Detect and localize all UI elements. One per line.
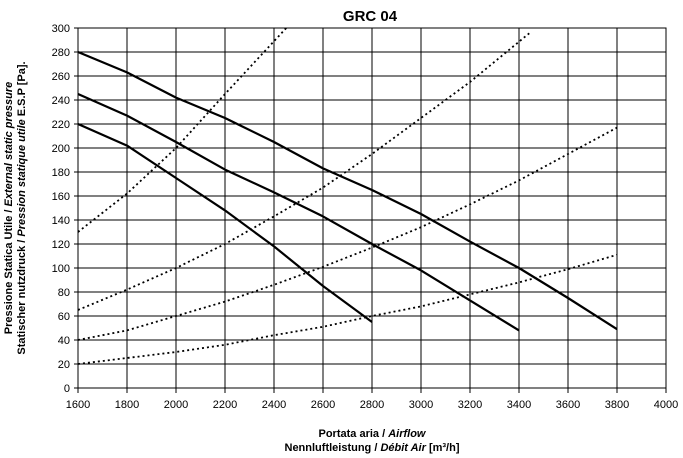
x-axis-label-2: Nennluftleistung / Débit Air [m³/h]: [285, 442, 460, 454]
fan-curve-3: [77, 50, 618, 331]
system-curve-2: [77, 30, 532, 311]
system-curve-1: [77, 27, 287, 233]
grid: [74, 27, 667, 393]
system-curves: [77, 27, 618, 365]
x-tick-label: 2200: [213, 399, 237, 411]
y-tick-label: 200: [52, 143, 70, 155]
fan-curve-2: [77, 92, 520, 332]
y-tick-label: 260: [52, 71, 70, 83]
y-axis-label-1: Pressione Statica Utile / External stati…: [3, 82, 15, 335]
x-tick-label: 3200: [458, 399, 482, 411]
y-tick-labels: 0 20 40 60 80 100 120 140 160 180 200 220 240 260 280 3…: [52, 23, 70, 395]
y-axis-label-2: Statischer nutzdruck / Pression statique…: [16, 61, 28, 354]
x-tick-label: 1600: [66, 399, 90, 411]
fan-curves: [77, 50, 618, 332]
x-tick-label: 2000: [164, 399, 188, 411]
y-tick-label: 220: [52, 119, 70, 131]
system-curve-4: [77, 253, 618, 365]
chart-title: GRC 04: [343, 8, 398, 25]
y-tick-label: 160: [52, 191, 70, 203]
y-tick-label: 120: [52, 239, 70, 251]
y-tick-label: 280: [52, 47, 70, 59]
y-tick-label: 80: [58, 287, 70, 299]
x-tick-label: 3400: [507, 399, 531, 411]
y-tick-label: 300: [52, 23, 70, 35]
y-tick-label: 140: [52, 215, 70, 227]
y-tick-label: 100: [52, 263, 70, 275]
y-tick-label: 20: [58, 359, 70, 371]
x-tick-label: 3800: [605, 399, 629, 411]
x-tick-label: 1800: [115, 399, 139, 411]
fan-curve-1: [77, 122, 373, 323]
x-axis-label-1: Portata aria / Airflow: [319, 428, 427, 440]
y-tick-label: 40: [58, 335, 70, 347]
x-tick-labels: 1600 1800 2000 2200 2400 2600 2800 3000 3200 3400…: [66, 399, 678, 411]
y-tick-label: 60: [58, 311, 70, 323]
x-tick-label: 2800: [360, 399, 384, 411]
y-tick-label: 0: [64, 383, 70, 395]
y-tick-label: 180: [52, 167, 70, 179]
x-tick-label: 3600: [556, 399, 580, 411]
x-tick-label: 3000: [409, 399, 433, 411]
x-tick-label: 2600: [311, 399, 335, 411]
x-tick-label: 4000: [654, 399, 678, 411]
y-tick-label: 240: [52, 95, 70, 107]
x-tick-label: 2400: [262, 399, 286, 411]
